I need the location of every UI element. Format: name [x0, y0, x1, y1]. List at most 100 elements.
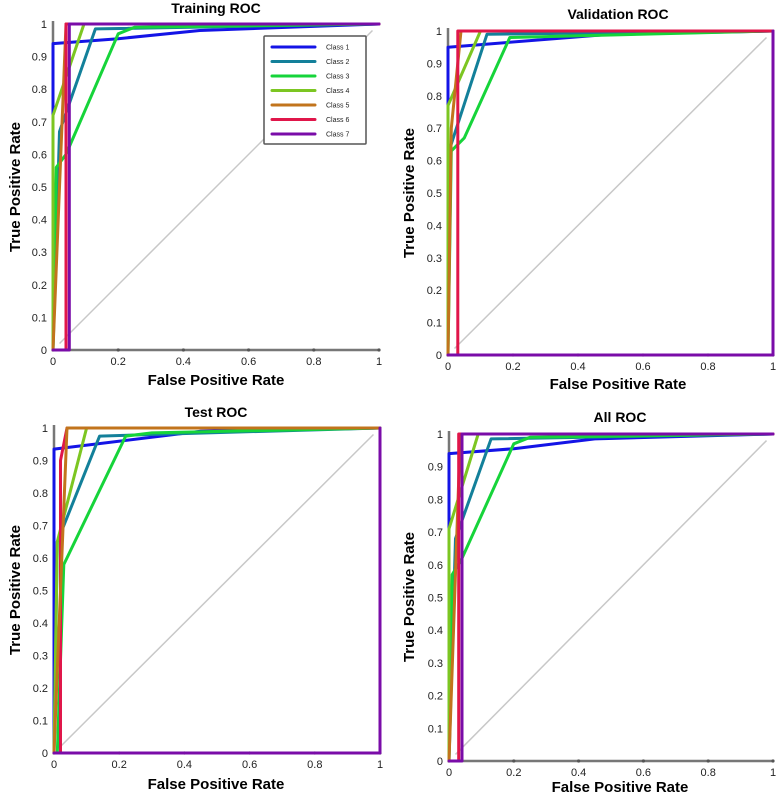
x-tick-label: 1: [377, 759, 383, 771]
chart-title: Test ROC: [185, 404, 248, 420]
x-tick-label: 0.4: [176, 356, 191, 368]
x-tick-mark: [312, 348, 316, 352]
y-axis-label: True Positive Rate: [7, 525, 24, 655]
x-tick-label: 0: [51, 759, 57, 771]
roc-curve-class-3: [447, 432, 775, 763]
plot-area: [52, 425, 382, 755]
y-tick-label: 0.5: [427, 188, 442, 200]
y-tick-label: 0.5: [33, 586, 48, 598]
y-tick-label: 0: [42, 748, 48, 760]
y-tick-label: 0.1: [33, 716, 48, 728]
x-tick-label: 0.8: [701, 767, 716, 779]
x-tick-label: 0.2: [112, 759, 127, 771]
x-tick-label: 1: [770, 361, 776, 373]
y-tick-label: 0.6: [32, 149, 47, 161]
y-tick-label: 0.3: [33, 651, 48, 663]
y-tick-label: 0.8: [33, 488, 48, 500]
x-tick-label: 0.4: [571, 767, 586, 779]
y-tick-label: 0.1: [427, 318, 442, 330]
x-tick-label: 0.2: [111, 356, 126, 368]
y-tick-label: 0.4: [32, 215, 47, 227]
roc-curve-class-6: [456, 29, 775, 357]
x-tick-label: 0.6: [241, 356, 256, 368]
y-tick-label: 0.9: [427, 58, 442, 70]
x-tick-labels: 0 0.2 0.4 0.6 0.8 1: [445, 361, 776, 373]
x-tick-mark: [116, 348, 120, 352]
y-tick-label: 0: [41, 345, 47, 357]
y-tick-label: 1: [437, 429, 443, 441]
y-tick-label: 0.9: [32, 52, 47, 64]
x-tick-label: 0.6: [636, 767, 651, 779]
plot-area: [446, 28, 775, 357]
y-tick-label: 0.2: [33, 683, 48, 695]
y-tick-label: 0.8: [32, 84, 47, 96]
chance-diagonal-line: [454, 440, 768, 755]
x-tick-label: 0.4: [570, 361, 585, 373]
legend-label: Class 4: [326, 88, 349, 95]
y-tick-labels: 0 0.1 0.2 0.3 0.4 0.5 0.6 0.7 0.8 0.9 1: [32, 19, 47, 357]
training-roc-panel: Training ROC False Positive Rate True Po…: [7, 0, 382, 389]
y-tick-label: 0: [436, 350, 442, 362]
all-roc-panel: All ROC False Positive Rate True Positiv…: [401, 409, 776, 796]
x-tick-label: 0.8: [306, 356, 321, 368]
x-tick-label: 0: [50, 356, 56, 368]
chart-title: Training ROC: [171, 0, 260, 16]
x-tick-labels: 0 0.2 0.4 0.6 0.8 1: [446, 767, 776, 779]
x-tick-mark: [181, 348, 185, 352]
y-tick-label: 0.9: [33, 456, 48, 468]
roc-curve-class-6: [59, 426, 69, 755]
y-tick-label: 1: [436, 26, 442, 38]
y-tick-label: 0.3: [427, 253, 442, 265]
x-axis-label: False Positive Rate: [552, 779, 689, 796]
x-tick-labels: 0 0.2 0.4 0.6 0.8 1: [50, 356, 382, 368]
y-tick-labels: 0 0.1 0.2 0.3 0.4 0.5 0.6 0.7 0.8 0.9 1: [33, 423, 48, 760]
x-tick-label: 0.6: [242, 759, 257, 771]
roc-curve-class-5: [52, 426, 382, 755]
y-tick-label: 0.2: [428, 691, 443, 703]
y-tick-label: 0.4: [427, 220, 442, 232]
x-tick-mark: [512, 759, 516, 763]
chart-title: All ROC: [594, 409, 647, 425]
y-tick-label: 1: [42, 423, 48, 435]
x-tick-label: 1: [770, 767, 776, 779]
y-tick-label: 0.4: [428, 625, 443, 637]
legend-label: Class 5: [326, 103, 349, 110]
y-tick-label: 0.4: [33, 618, 48, 630]
roc-curve-class-7: [446, 29, 775, 357]
x-tick-label: 0.2: [505, 361, 520, 373]
chart-title: Validation ROC: [567, 6, 668, 22]
x-tick-mark: [771, 759, 775, 763]
y-tick-label: 0.1: [428, 723, 443, 735]
roc-curve-class-6: [457, 432, 775, 763]
roc-curve-class-3: [51, 22, 381, 352]
y-tick-label: 0.6: [427, 156, 442, 168]
y-tick-label: 0.9: [428, 462, 443, 474]
y-tick-label: 0.8: [427, 91, 442, 103]
x-axis-label: False Positive Rate: [148, 372, 285, 389]
y-tick-label: 0.2: [427, 285, 442, 297]
y-tick-label: 0.6: [428, 560, 443, 572]
x-axis-label: False Positive Rate: [148, 776, 285, 793]
x-tick-mark: [706, 759, 710, 763]
x-tick-label: 0.8: [700, 361, 715, 373]
x-tick-label: 0.2: [506, 767, 521, 779]
x-tick-label: 0.4: [177, 759, 192, 771]
chance-diagonal-line: [453, 36, 768, 350]
x-tick-label: 0: [446, 767, 452, 779]
y-tick-labels: 0 0.1 0.2 0.3 0.4 0.5 0.6 0.7 0.8 0.9 1: [427, 26, 442, 362]
y-tick-label: 0.6: [33, 553, 48, 565]
y-tick-label: 0: [437, 756, 443, 768]
y-tick-label: 0.8: [428, 494, 443, 506]
x-tick-label: 1: [376, 356, 382, 368]
x-tick-mark: [247, 348, 251, 352]
x-tick-label: 0.8: [307, 759, 322, 771]
x-tick-mark: [377, 348, 381, 352]
y-tick-label: 0.7: [33, 521, 48, 533]
x-tick-labels: 0 0.2 0.4 0.6 0.8 1: [51, 759, 383, 771]
y-tick-label: 0.5: [428, 593, 443, 605]
y-tick-label: 0.1: [32, 312, 47, 324]
y-tick-label: 0.7: [427, 123, 442, 135]
test-roc-panel: Test ROC False Positive Rate True Positi…: [7, 404, 383, 793]
y-axis-label: True Positive Rate: [401, 532, 418, 662]
